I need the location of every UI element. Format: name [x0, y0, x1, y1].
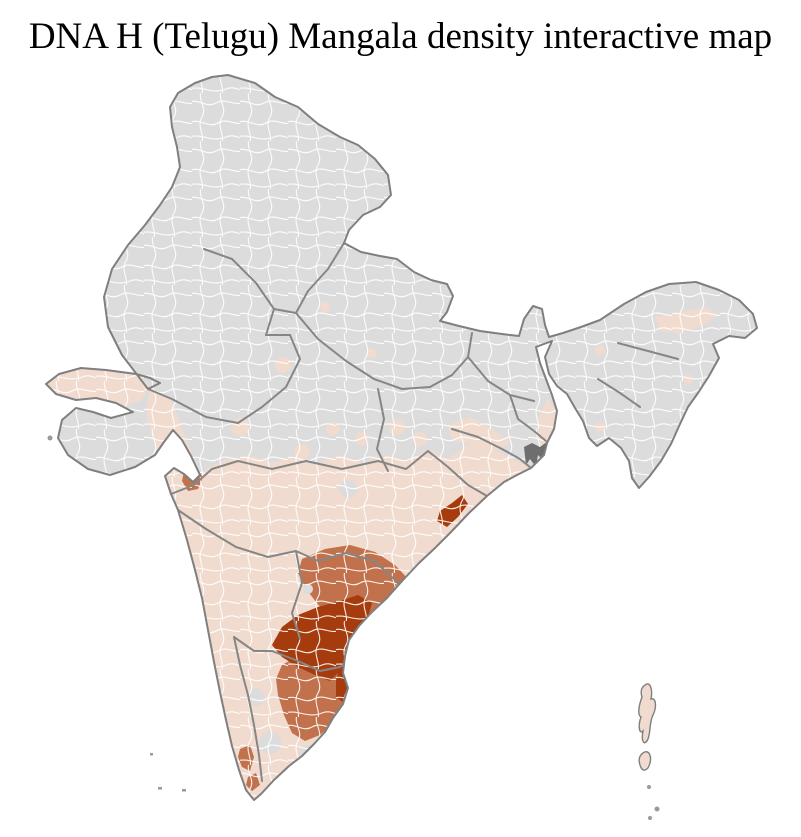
region-nicobar-lakshadweep-specks [47, 435, 660, 820]
india-map-svg[interactable] [0, 72, 801, 834]
india-map[interactable] [0, 72, 801, 834]
district-borders-texture [46, 75, 757, 800]
state-borders [147, 242, 679, 782]
region-andaman-islands[interactable] [638, 683, 657, 771]
page-title: DNA H (Telugu) Mangala density interacti… [28, 15, 773, 57]
